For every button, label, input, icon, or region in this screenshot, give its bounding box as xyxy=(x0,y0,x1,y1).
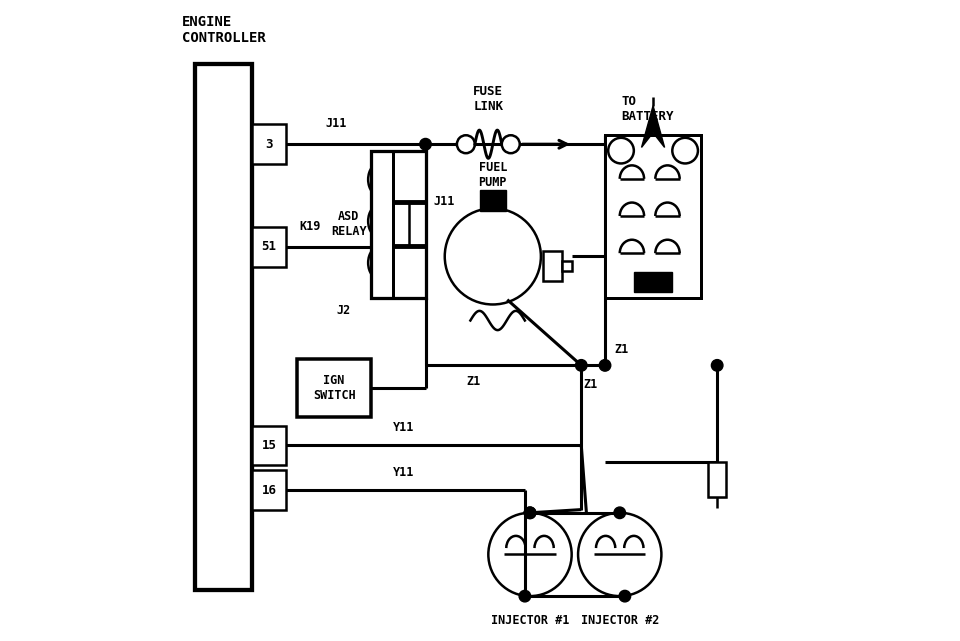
Bar xyxy=(252,124,286,164)
Bar xyxy=(480,190,506,211)
Bar xyxy=(708,462,726,497)
Text: TO
BATTERY: TO BATTERY xyxy=(621,95,674,123)
Circle shape xyxy=(489,513,571,596)
Circle shape xyxy=(609,138,634,163)
Text: J11: J11 xyxy=(434,196,455,208)
Text: INJECTOR #2: INJECTOR #2 xyxy=(581,614,659,627)
Circle shape xyxy=(599,360,611,371)
Text: J2: J2 xyxy=(336,304,350,317)
Text: 3: 3 xyxy=(265,138,273,151)
Text: FUSE
LINK: FUSE LINK xyxy=(473,85,503,113)
Text: −: − xyxy=(617,144,625,158)
Text: +: + xyxy=(681,144,689,158)
Text: Z1: Z1 xyxy=(583,378,597,391)
Text: Y11: Y11 xyxy=(393,466,414,479)
Text: J11: J11 xyxy=(325,117,347,130)
Text: Z1: Z1 xyxy=(467,375,481,388)
Bar xyxy=(252,426,286,465)
Bar xyxy=(252,470,286,510)
Text: 15: 15 xyxy=(262,439,276,452)
Bar xyxy=(605,135,701,298)
Text: ASD
RELAY: ASD RELAY xyxy=(331,210,367,238)
Bar xyxy=(298,359,371,417)
Circle shape xyxy=(614,507,626,519)
Bar xyxy=(634,272,672,292)
Circle shape xyxy=(619,590,631,602)
Circle shape xyxy=(457,135,475,153)
Polygon shape xyxy=(641,106,664,147)
Bar xyxy=(542,251,562,281)
Bar xyxy=(371,151,425,298)
Circle shape xyxy=(524,507,536,519)
Text: INJECTOR #1: INJECTOR #1 xyxy=(491,614,569,627)
Bar xyxy=(195,64,252,590)
Text: K19: K19 xyxy=(300,220,321,233)
Circle shape xyxy=(502,135,519,153)
Circle shape xyxy=(672,138,698,163)
Text: Z1: Z1 xyxy=(613,343,628,356)
Circle shape xyxy=(578,513,661,596)
Text: FUEL
PUMP: FUEL PUMP xyxy=(479,161,507,189)
Text: 51: 51 xyxy=(262,240,276,253)
Bar xyxy=(252,227,286,267)
Circle shape xyxy=(444,208,540,304)
Bar xyxy=(562,261,571,271)
Text: Y11: Y11 xyxy=(393,421,414,434)
Circle shape xyxy=(524,507,536,519)
Circle shape xyxy=(711,360,723,371)
Circle shape xyxy=(575,360,588,371)
Text: 16: 16 xyxy=(262,484,276,497)
Text: IGN
SWITCH: IGN SWITCH xyxy=(313,374,355,402)
Circle shape xyxy=(420,138,431,150)
Text: ENGINE
CONTROLLER: ENGINE CONTROLLER xyxy=(182,15,266,45)
Circle shape xyxy=(519,590,531,602)
